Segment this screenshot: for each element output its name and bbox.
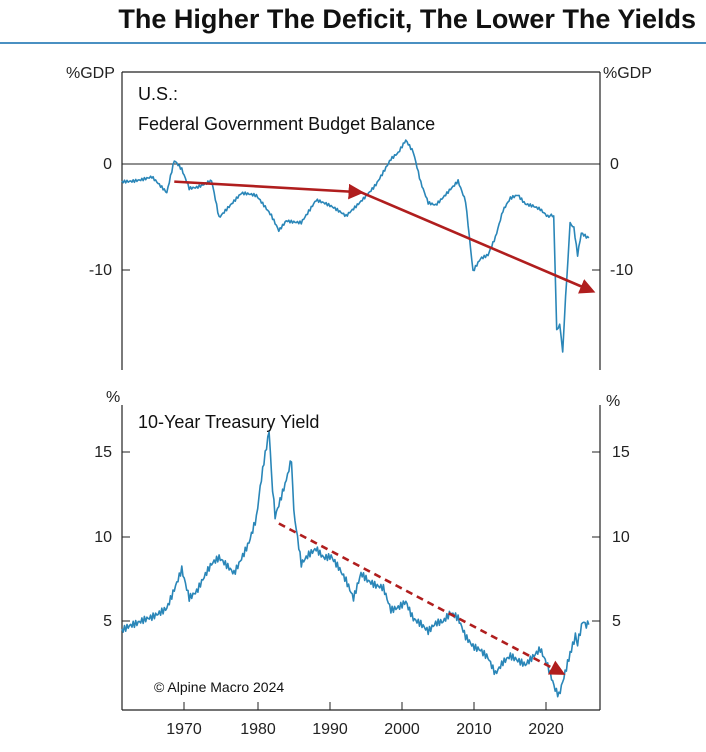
copyright-credit: © Alpine Macro 2024 bbox=[154, 679, 284, 695]
budget-trend-arrow-1 bbox=[174, 180, 365, 200]
xtick-label-1990: 1990 bbox=[312, 721, 348, 738]
xtick-label-2000: 2000 bbox=[384, 721, 420, 738]
xtick-label-1970: 1970 bbox=[166, 721, 202, 738]
xtick-label-2010: 2010 bbox=[456, 721, 492, 738]
yield-ytick-label-right-0: 15 bbox=[612, 444, 630, 461]
budget-panel-subtitle: Federal Government Budget Balance bbox=[138, 114, 435, 134]
xtick-label-2020: 2020 bbox=[528, 721, 564, 738]
budget-balance-panel: %GDP %GDP 0 -10 0 -10 U.S.: Federal Gove… bbox=[66, 65, 652, 370]
budget-ytick-label-left-1: -10 bbox=[89, 262, 112, 279]
budget-ytick-label-right-0: 0 bbox=[610, 156, 619, 173]
budget-panel-title: U.S.: bbox=[138, 84, 178, 104]
yield-panel-title: 10-Year Treasury Yield bbox=[138, 412, 319, 432]
budget-ytick-label-left-0: 0 bbox=[103, 156, 112, 173]
treasury-yield-panel: % % 15 10 5 15 10 5 10-Year Treasury Yie… bbox=[94, 389, 630, 738]
yield-trend-arrow bbox=[278, 522, 566, 675]
treasury-yield-series-line bbox=[121, 431, 590, 698]
yield-ytick-label-left-0: 15 bbox=[94, 444, 112, 461]
yield-ytick-label-right-2: 5 bbox=[612, 613, 621, 630]
budget-trend-arrow-2 bbox=[360, 191, 596, 294]
title-underline bbox=[0, 42, 706, 44]
yield-left-unit-label: % bbox=[106, 389, 120, 406]
budget-left-unit-label: %GDP bbox=[66, 65, 115, 82]
chart-main-title: The Higher The Deficit, The Lower The Yi… bbox=[118, 4, 696, 34]
yield-right-unit-label: % bbox=[606, 393, 620, 410]
xtick-label-1980: 1980 bbox=[240, 721, 276, 738]
yield-ytick-label-left-1: 10 bbox=[94, 529, 112, 546]
budget-right-unit-label: %GDP bbox=[603, 65, 652, 82]
yield-ytick-label-right-1: 10 bbox=[612, 529, 630, 546]
yield-ytick-label-left-2: 5 bbox=[103, 613, 112, 630]
budget-balance-series-line bbox=[121, 139, 590, 353]
year-axis-ticks bbox=[183, 702, 547, 710]
budget-ytick-label-right-1: -10 bbox=[610, 262, 633, 279]
